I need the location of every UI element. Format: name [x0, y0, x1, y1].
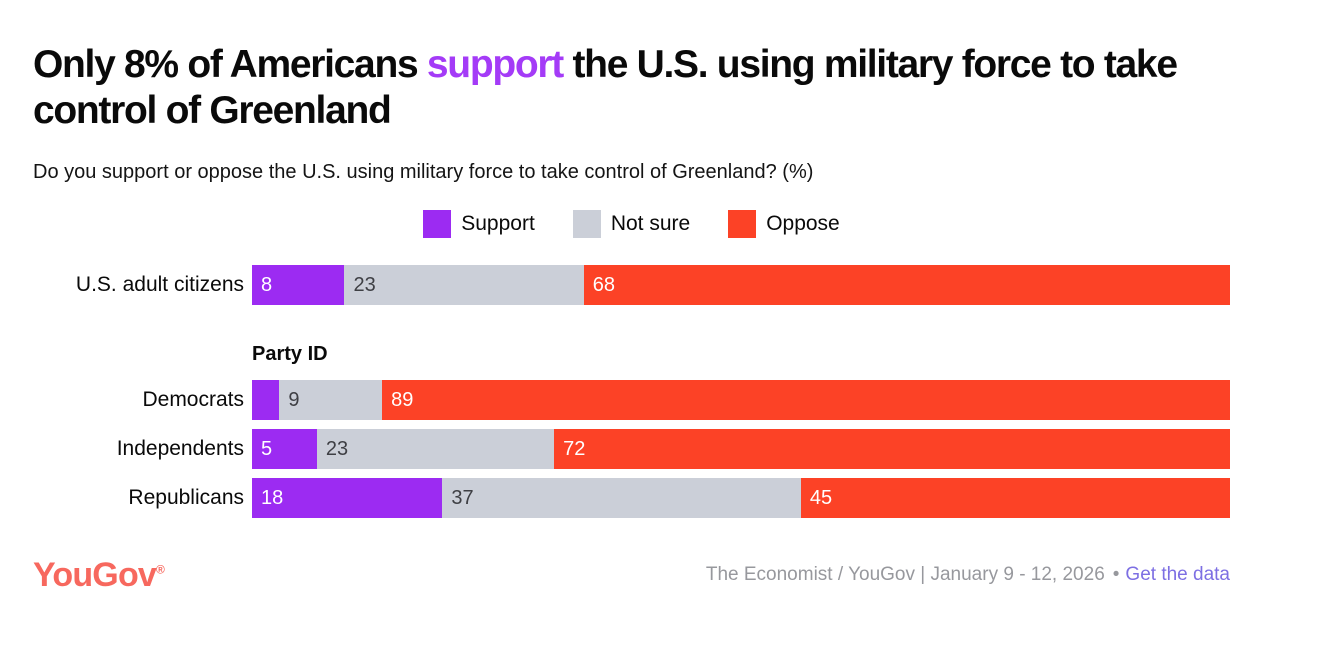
value-label: 23 [325, 437, 349, 460]
title-text-post: the U.S. using military force to take co… [33, 43, 1178, 133]
chart-row-democrats: Democrats 9 89 [33, 380, 1231, 421]
value-label: 9 [288, 388, 300, 411]
registered-mark-icon: ® [156, 562, 165, 577]
value-label: 45 [809, 486, 833, 509]
yougov-logo: YouGov® [33, 556, 165, 595]
bar-democrats: 9 89 [252, 380, 1231, 421]
legend-label: Support [461, 211, 535, 235]
value-label: 5 [261, 437, 273, 460]
title-text-pre: Only 8% of Americans [33, 43, 427, 86]
legend-item-oppose: Oppose [728, 209, 840, 238]
bar-segment-support: 18 [252, 478, 443, 519]
bar-segment-support: 8 [252, 265, 345, 306]
page-title: Only 8% of Americans support the U.S. us… [33, 42, 1218, 134]
chart-row-republicans: Republicans 18 37 45 [33, 478, 1230, 519]
title-highlight: support [426, 43, 564, 86]
legend: Support Not sure Oppose [33, 209, 1230, 238]
legend-label: Not sure [610, 211, 691, 235]
row-label: Republicans [128, 486, 244, 510]
legend-swatch-not-sure [572, 209, 601, 238]
chart-subtitle: Do you support or oppose the U.S. using … [33, 161, 814, 184]
source-text: The Economist / YouGov | January 9 - 12,… [706, 564, 1230, 586]
footer: YouGov® The Economist / YouGov | January… [33, 558, 1230, 592]
value-label: 68 [592, 273, 615, 296]
bar-segment-oppose: 68 [583, 265, 1230, 306]
legend-item-not-sure: Not sure [572, 209, 691, 238]
bar-segment-not-sure: 23 [344, 265, 584, 306]
bar-independents: 5 23 72 [252, 429, 1230, 470]
legend-swatch-oppose [728, 209, 757, 238]
bar-u-s-adult-citizens: 8 23 68 [252, 265, 1230, 306]
bar-segment-not-sure: 37 [442, 478, 801, 519]
bar-segment-oppose: 45 [800, 478, 1230, 519]
row-label: Independents [116, 437, 244, 461]
section-label: Party ID [252, 343, 328, 366]
chart-row-u-s-adult-citizens: U.S. adult citizens 8 23 68 [33, 265, 1230, 306]
bar-republicans: 18 37 45 [252, 478, 1230, 519]
yougov-logo-text: YouGov [33, 556, 157, 595]
value-label: 23 [353, 273, 376, 296]
separator-dot: • [1112, 564, 1120, 586]
value-label: 37 [451, 486, 474, 509]
source-attribution: The Economist / YouGov | January 9 - 12,… [705, 564, 1105, 586]
bar-chart: U.S. adult citizens 8 23 68 Party ID Democrat… [33, 265, 1231, 519]
bar-segment-not-sure: 23 [316, 429, 555, 470]
value-label: 89 [391, 388, 414, 411]
row-label: Democrats [142, 388, 244, 412]
row-label: U.S. adult citizens [75, 273, 244, 297]
value-label: 18 [261, 486, 284, 509]
bar-segment-support: 5 [252, 429, 317, 470]
bar-segment-not-sure: 9 [279, 380, 383, 421]
legend-swatch-support [423, 209, 452, 238]
value-label: 72 [563, 437, 586, 460]
value-label: 8 [261, 273, 273, 296]
legend-item-support: Support [423, 209, 535, 238]
get-data-link[interactable]: Get the data [1125, 564, 1230, 586]
bar-segment-oppose: 89 [382, 380, 1231, 421]
bar-segment-support [252, 380, 280, 421]
bar-segment-oppose: 72 [554, 429, 1230, 470]
chart-row-independents: Independents 5 23 72 [33, 429, 1230, 470]
legend-label: Oppose [766, 211, 840, 235]
